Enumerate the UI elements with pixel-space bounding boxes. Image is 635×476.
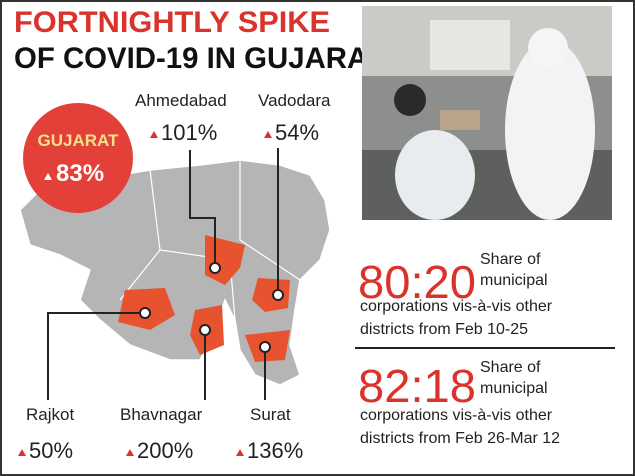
title-line-2: OF COVID-19 IN GUJARAT — [14, 42, 384, 75]
city-name: Bhavnagar — [120, 405, 203, 424]
share-ratio: 80:20 — [358, 256, 476, 308]
up-arrow — [236, 449, 244, 456]
city-change: 200% — [137, 438, 193, 463]
up-arrow — [150, 131, 158, 138]
city-change: 54% — [275, 120, 319, 145]
share-text: districts from Feb 10-25 — [360, 321, 528, 338]
city-name: Vadodara — [258, 91, 331, 110]
share-text: municipal — [480, 380, 548, 397]
share-ratio: 82:18 — [358, 360, 476, 412]
up-arrow — [44, 173, 52, 180]
map — [19, 148, 331, 400]
share-text: districts from Feb 26-Mar 12 — [360, 430, 560, 447]
city-change: 136% — [247, 438, 303, 463]
share-text: corporations vis-à-vis other — [360, 407, 553, 424]
state-change: 83% — [56, 160, 104, 187]
city-name: Surat — [250, 405, 291, 424]
city-name: Ahmedabad — [135, 91, 227, 110]
state-name: GUJARAT — [38, 131, 120, 150]
share-text: Share of — [480, 359, 541, 376]
up-arrow — [18, 449, 26, 456]
state-badge — [23, 103, 133, 213]
share-text: Share of — [480, 251, 541, 268]
city-name: Rajkot — [26, 405, 74, 424]
city-change: 50% — [29, 438, 73, 463]
share-text: municipal — [480, 272, 548, 289]
title-line-1: FORTNIGHTLY SPIKE — [14, 6, 330, 39]
city-change: 101% — [161, 120, 217, 145]
up-arrow — [126, 449, 134, 456]
share-text: corporations vis-à-vis other — [360, 298, 553, 315]
up-arrow — [264, 131, 272, 138]
photo — [362, 6, 612, 220]
